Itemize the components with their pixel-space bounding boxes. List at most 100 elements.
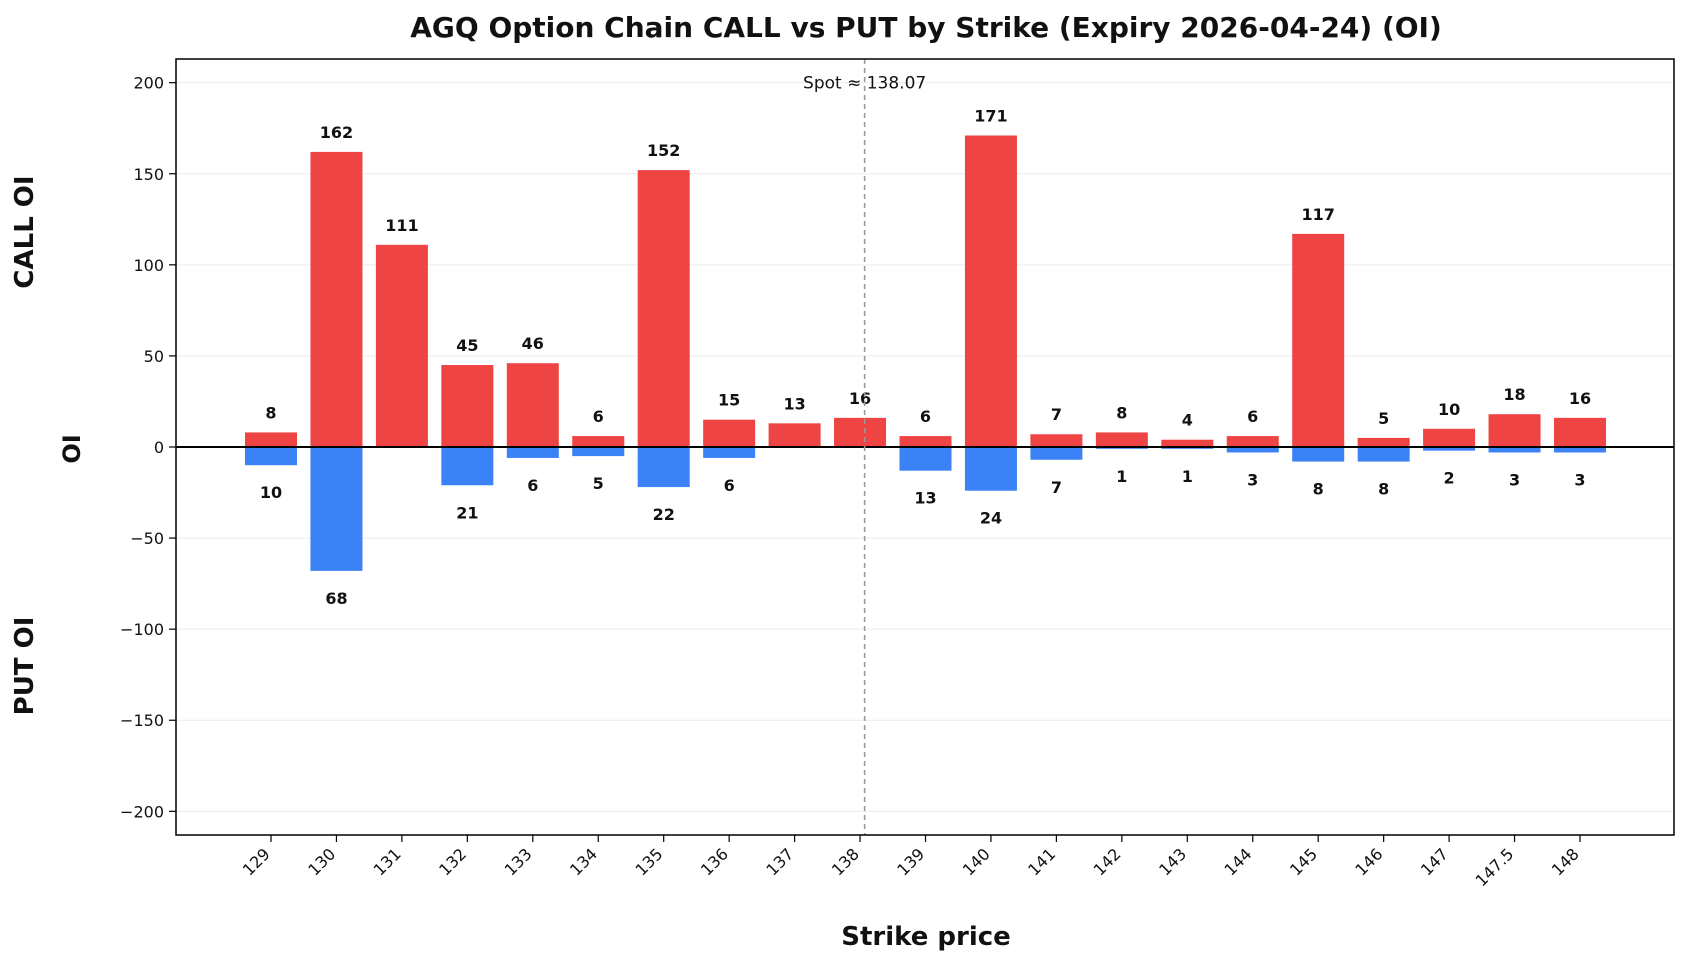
call-data-label: 45 xyxy=(456,336,478,355)
call-bar xyxy=(703,419,756,447)
x-tick-label: 137 xyxy=(762,844,797,879)
call-bar xyxy=(1095,432,1148,447)
x-tick-label: 140 xyxy=(959,844,994,879)
call-data-label: 6 xyxy=(920,407,931,426)
x-tick-label: 136 xyxy=(697,844,732,879)
y-axis-label-call: CALL OI xyxy=(10,175,40,288)
x-tick-label: 134 xyxy=(566,844,601,879)
put-bar xyxy=(1292,447,1345,462)
x-axis-ticks: 129 130 131 132 133 134 135 136 137 138 139 140 141 1… xyxy=(239,835,1583,890)
put-bar xyxy=(441,447,494,486)
call-data-label: 6 xyxy=(1247,407,1258,426)
call-bar xyxy=(964,135,1017,447)
call-bar xyxy=(506,363,559,447)
bars xyxy=(245,135,1606,571)
put-data-label: 2 xyxy=(1444,469,1455,488)
put-data-label: 1 xyxy=(1182,467,1193,486)
y-tick-label: 150 xyxy=(133,165,164,184)
y-tick-label: −150 xyxy=(120,711,164,730)
call-data-label: 171 xyxy=(974,107,1007,126)
put-bar xyxy=(964,447,1017,491)
call-bar xyxy=(1292,233,1345,447)
x-tick-label: 147.5 xyxy=(1472,844,1518,890)
put-data-label: 3 xyxy=(1247,470,1258,489)
put-bar xyxy=(1423,447,1476,451)
call-bar xyxy=(1357,437,1410,447)
x-tick-label: 147 xyxy=(1417,844,1452,879)
call-bar xyxy=(899,436,952,447)
call-bar xyxy=(245,432,297,447)
call-data-label: 117 xyxy=(1301,205,1334,224)
call-data-label: 10 xyxy=(1438,400,1460,419)
put-bar xyxy=(1357,447,1410,462)
call-data-label: 7 xyxy=(1051,405,1062,424)
call-bar xyxy=(834,417,887,447)
call-data-label: 15 xyxy=(718,391,740,410)
call-data-label: 16 xyxy=(849,389,871,408)
y-axis-ticks: −200 −150 −100 −50 0 50 100 150 200 xyxy=(120,74,176,821)
put-data-label: 8 xyxy=(1378,480,1389,499)
call-data-label: 111 xyxy=(385,216,418,235)
x-tick-label: 131 xyxy=(370,844,405,879)
y-tick-label: −50 xyxy=(130,529,164,548)
y-tick-label: 200 xyxy=(133,74,164,93)
call-bar xyxy=(637,170,690,447)
put-bar xyxy=(1554,447,1606,453)
put-data-label: 8 xyxy=(1313,480,1324,499)
x-axis-label: Strike price xyxy=(841,922,1011,952)
x-tick-label: 142 xyxy=(1090,844,1125,879)
put-data-label: 3 xyxy=(1509,470,1520,489)
x-tick-label: 130 xyxy=(304,844,339,879)
put-bar xyxy=(637,447,690,488)
x-tick-label: 139 xyxy=(893,844,928,879)
call-data-label: 6 xyxy=(593,407,604,426)
put-data-label: 13 xyxy=(914,489,936,508)
spot-label: Spot ≈ 138.07 xyxy=(803,74,926,94)
call-bar xyxy=(310,151,363,447)
y-axis-label: OI xyxy=(58,434,86,463)
put-data-label: 68 xyxy=(325,589,347,608)
call-bar xyxy=(572,436,625,447)
call-bar xyxy=(1030,434,1083,447)
put-bar xyxy=(572,447,625,457)
put-bar xyxy=(1226,447,1279,453)
call-data-label: 46 xyxy=(522,334,544,353)
call-data-label: 162 xyxy=(320,123,353,142)
put-data-label: 22 xyxy=(653,505,675,524)
call-data-label: 16 xyxy=(1569,389,1591,408)
call-data-label: 152 xyxy=(647,141,680,160)
x-tick-label: 146 xyxy=(1351,844,1386,879)
put-bar xyxy=(899,447,952,471)
call-data-label: 8 xyxy=(265,403,276,422)
call-data-label: 13 xyxy=(783,394,805,413)
x-tick-label: 143 xyxy=(1155,844,1190,879)
call-data-label: 4 xyxy=(1182,411,1193,430)
call-bar xyxy=(1554,417,1606,447)
call-bar xyxy=(1423,428,1476,447)
x-tick-label: 148 xyxy=(1548,844,1583,879)
call-data-label: 18 xyxy=(1503,385,1525,404)
plot-frame xyxy=(175,58,1675,836)
put-bar xyxy=(703,447,756,458)
put-data-label: 7 xyxy=(1051,478,1062,497)
x-tick-label: 129 xyxy=(239,844,274,879)
put-data-label: 21 xyxy=(456,503,478,522)
put-bar xyxy=(310,447,363,571)
put-bar xyxy=(506,447,559,458)
y-tick-label: −100 xyxy=(120,620,164,639)
call-bar xyxy=(1161,439,1214,447)
call-bar xyxy=(375,244,428,447)
y-tick-label: −200 xyxy=(120,802,164,821)
x-tick-label: 133 xyxy=(501,844,536,879)
put-data-label: 1 xyxy=(1116,467,1127,486)
y-axis-label-put: PUT OI xyxy=(10,617,40,716)
put-data-label: 6 xyxy=(527,476,538,495)
put-bar xyxy=(1488,447,1541,453)
put-data-label: 10 xyxy=(260,483,282,502)
x-tick-label: 135 xyxy=(631,844,666,879)
call-bar xyxy=(768,423,821,447)
call-data-label: 5 xyxy=(1378,409,1389,428)
x-tick-label: 141 xyxy=(1024,844,1059,879)
